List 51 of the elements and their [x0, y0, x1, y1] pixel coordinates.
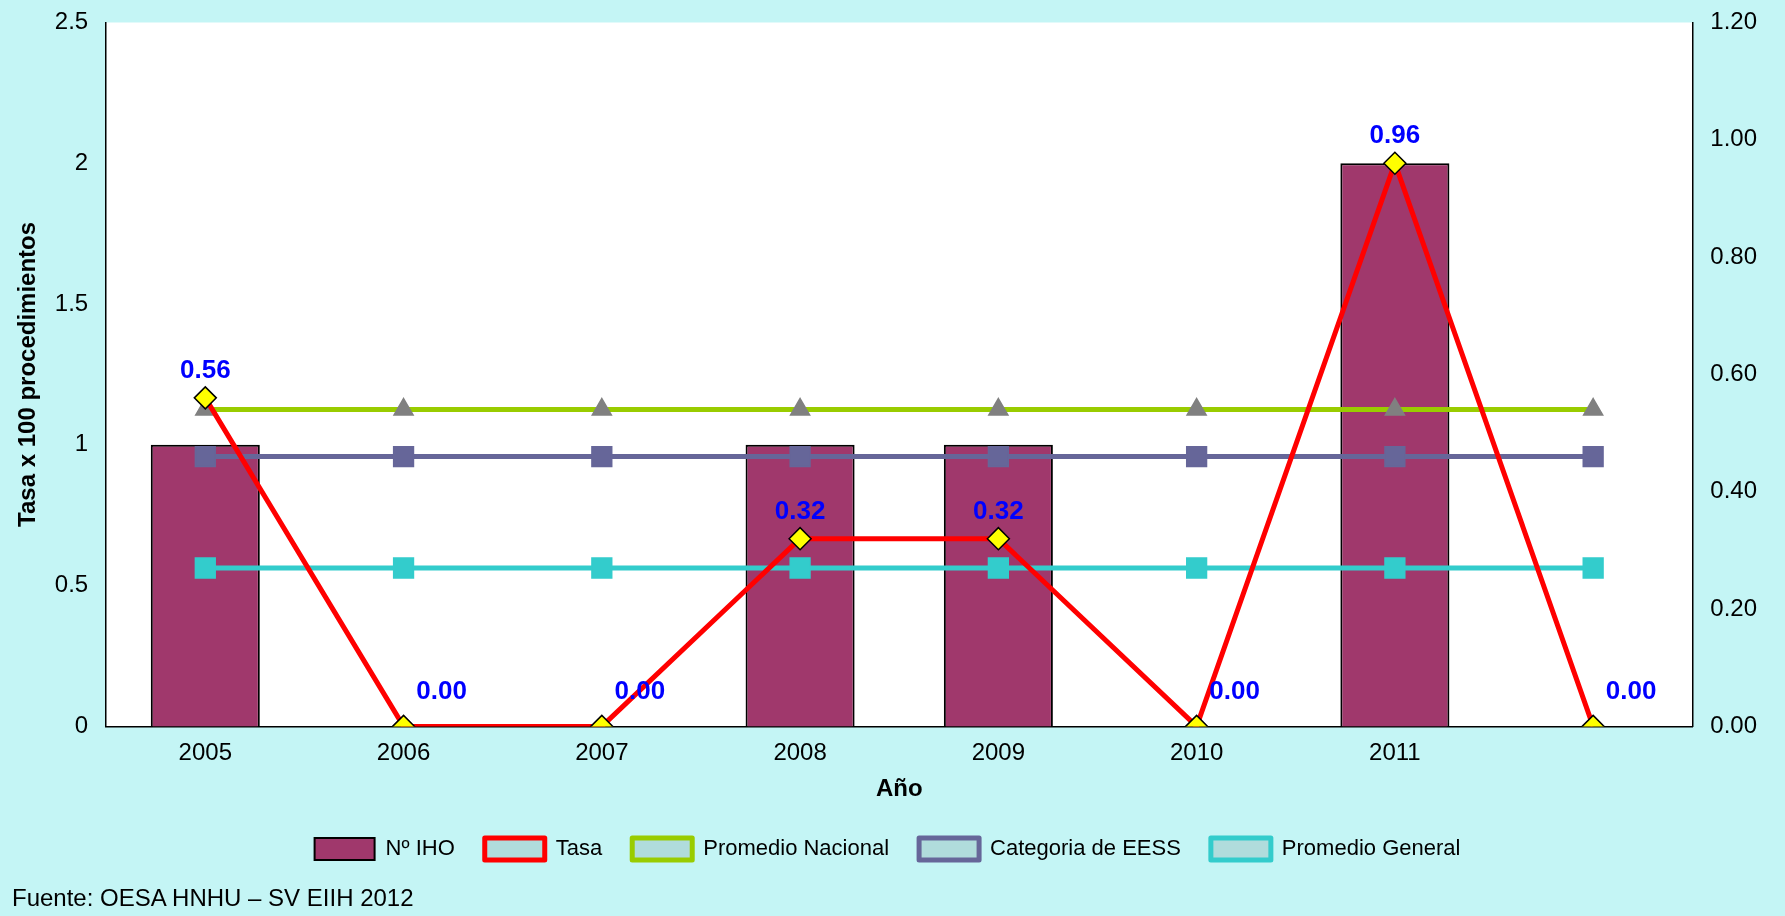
- point: [789, 557, 811, 579]
- point: [987, 445, 1010, 468]
- y2-tick-label: 0.40: [1710, 476, 1758, 504]
- point: [1582, 445, 1604, 468]
- x-tick-label: 2008: [773, 738, 827, 766]
- x-tick-label: 2011: [1369, 738, 1421, 766]
- point: [194, 445, 216, 468]
- data-label: 0.00: [416, 674, 467, 705]
- point: [591, 445, 613, 468]
- y2-tick-label: 0.20: [1710, 593, 1758, 621]
- x-tick-label: 2007: [575, 738, 629, 766]
- x-tick-label: 2009: [971, 738, 1026, 766]
- y-tick-label: 1: [74, 429, 89, 457]
- y-tick-label: 0.5: [54, 570, 89, 598]
- data-label: 0.00: [1209, 674, 1260, 705]
- source-note: Fuente: OESA HNHU – SV EIIH 2012: [12, 884, 414, 912]
- data-label: 0.96: [1369, 119, 1421, 150]
- point: [1185, 557, 1208, 579]
- y2-tick-label: 0.80: [1710, 241, 1758, 269]
- point: [987, 557, 1010, 579]
- y2-tick-label: 0.00: [1710, 711, 1758, 739]
- legend-label: Tasa: [555, 835, 603, 861]
- y-tick-label: 0: [74, 711, 89, 739]
- y2-tick-label: 0.60: [1710, 359, 1758, 387]
- point: [392, 445, 415, 468]
- y-axis-title: Tasa x 100 procedimientos: [13, 221, 41, 527]
- point: [194, 557, 216, 579]
- x-tick-label: 2010: [1169, 738, 1224, 766]
- point: [1582, 557, 1604, 579]
- legend-label: Categoria de EESS: [990, 835, 1181, 861]
- point: [1384, 445, 1406, 468]
- point: [591, 557, 613, 579]
- legend-label: Promedio Nacional: [703, 835, 890, 861]
- y-tick-label: 2: [74, 147, 89, 175]
- y-tick-label: 1.5: [54, 288, 89, 316]
- x-axis-title: Año: [875, 774, 923, 802]
- data-label: 0.56: [179, 354, 231, 385]
- point: [1384, 557, 1406, 579]
- point: [392, 557, 415, 579]
- y2-tick-label: 1.20: [1710, 7, 1758, 35]
- data-label: 0.32: [774, 494, 826, 525]
- point: [1185, 445, 1208, 468]
- y2-tick-label: 1.00: [1710, 124, 1758, 152]
- point: [789, 445, 811, 468]
- x-tick-label: 2005: [178, 738, 232, 766]
- legend-label: Nº IHO: [385, 835, 455, 861]
- y-tick-label: 2.5: [54, 7, 89, 35]
- data-label: 0.00: [1605, 674, 1657, 705]
- legend-label: Promedio General: [1281, 835, 1461, 861]
- x-tick-label: 2006: [376, 738, 431, 766]
- data-label: 0.32: [973, 494, 1024, 525]
